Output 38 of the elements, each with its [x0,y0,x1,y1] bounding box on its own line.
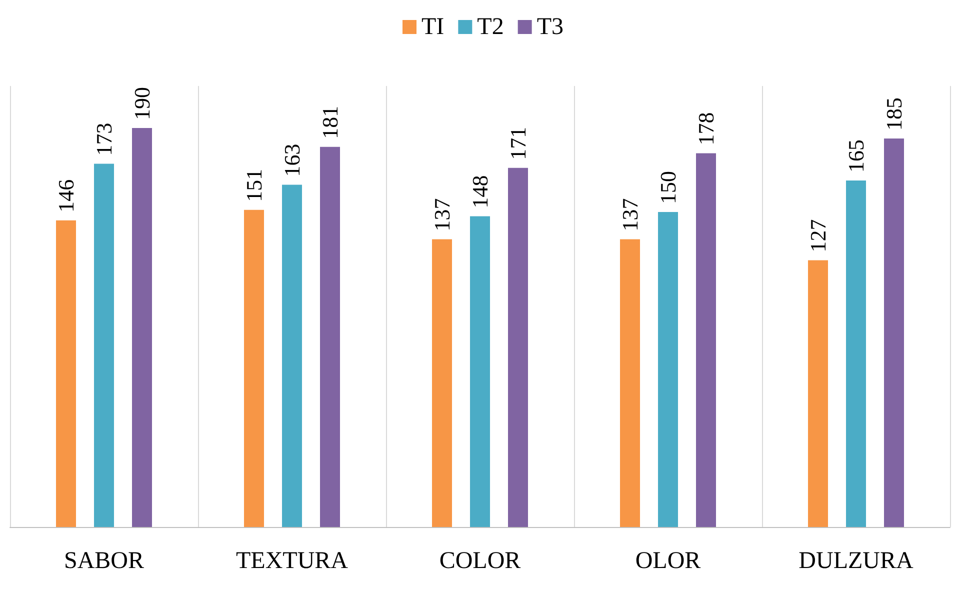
bar [808,260,828,527]
data-label: 171 [506,126,530,160]
data-label: 137 [430,198,454,232]
data-label: 150 [656,171,680,204]
bar [244,210,264,527]
data-label: 178 [694,112,718,146]
bar [432,239,452,527]
bar [56,220,76,527]
bar [132,128,152,527]
bar [620,239,640,527]
legend-label: T3 [536,14,564,40]
data-label: 151 [242,168,266,202]
bar [508,168,528,527]
data-label: 146 [54,179,78,212]
data-label: 173 [92,122,116,156]
legend-label: T2 [477,14,504,40]
x-tick-label: OLOR [635,548,701,574]
data-label: 127 [806,219,830,252]
data-label: 137 [618,198,642,232]
data-label: 163 [280,144,304,177]
bar [282,184,302,527]
bar [846,180,866,527]
data-label: 165 [844,140,868,172]
legend-label: TI [422,14,444,40]
data-label: 181 [318,106,342,139]
bar [658,212,678,527]
data-label: 185 [882,98,906,130]
x-tick-label: SABOR [64,548,144,574]
bar [320,146,340,527]
data-label: 190 [130,87,154,120]
x-tick-label: COLOR [439,548,521,574]
x-tick-label: DULZURA [798,548,914,574]
x-tick-label: TEXTURA [236,548,349,574]
bar [470,216,490,527]
data-label: 148 [468,175,492,208]
bar [884,138,904,527]
bar [696,153,716,527]
bar [94,164,114,527]
